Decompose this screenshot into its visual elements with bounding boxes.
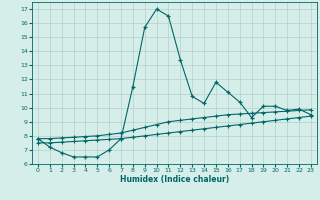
X-axis label: Humidex (Indice chaleur): Humidex (Indice chaleur) bbox=[120, 175, 229, 184]
